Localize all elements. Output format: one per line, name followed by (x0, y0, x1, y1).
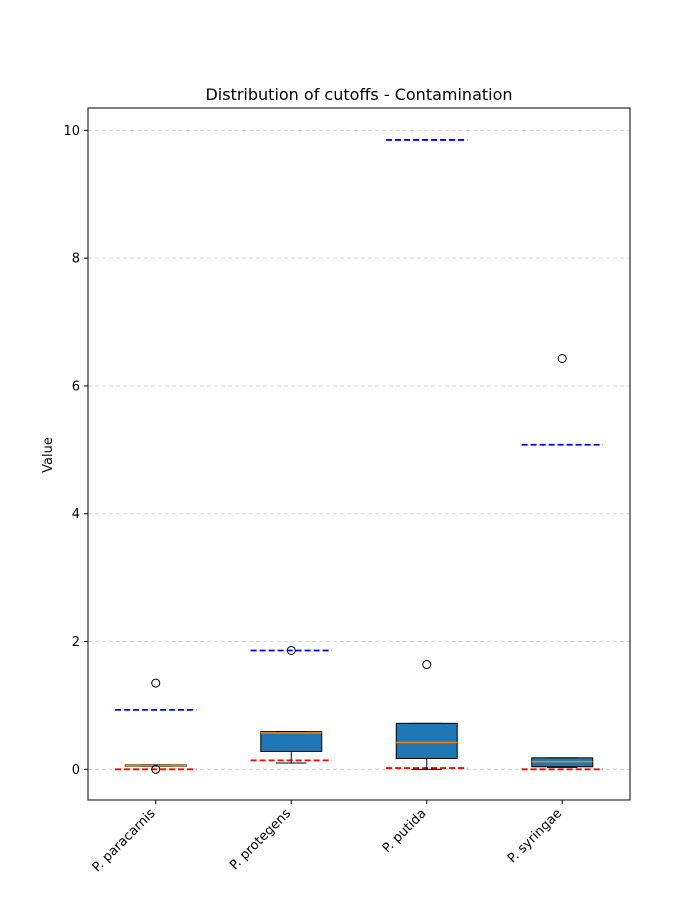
box-group (260, 645, 323, 764)
x-tick-label: P. paracarnis (90, 806, 159, 875)
y-tick-label: 8 (72, 252, 80, 267)
plot-area-frame (87, 107, 631, 801)
outlier-point (286, 645, 296, 655)
box-group (531, 353, 594, 768)
outlier-point (151, 678, 161, 688)
y-tick-label: 6 (72, 379, 80, 394)
y-tick-label: 4 (72, 507, 80, 522)
box-group (395, 660, 458, 770)
y-tick-label: 10 (63, 124, 80, 139)
chart-title: Distribution of cutoffs - Contamination (205, 85, 512, 104)
box-group (124, 678, 187, 774)
y-tick-label: 0 (72, 763, 80, 778)
box (260, 731, 323, 752)
x-tick-label: P. putida (380, 806, 430, 856)
boxes (124, 353, 594, 774)
y-axis-label: Value (41, 437, 56, 473)
box (395, 722, 458, 759)
grid-lines (88, 129, 630, 770)
y-axis-ticks: 0 2 4 6 8 10 (63, 124, 88, 778)
reference-lines (115, 139, 603, 771)
x-tick-label: P. syringae (505, 806, 565, 866)
outlier-point (151, 764, 161, 774)
outlier-point (557, 353, 567, 363)
x-axis-ticks: P. paracarnis P. protegens P. putida P. syr… (90, 800, 565, 875)
outlier-point (422, 660, 432, 670)
y-tick-label: 2 (72, 635, 80, 650)
x-tick-label: P. protegens (227, 806, 294, 873)
